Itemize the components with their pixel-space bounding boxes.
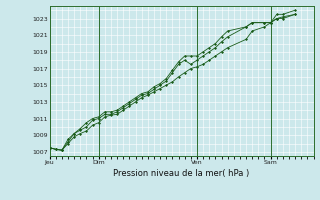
X-axis label: Pression niveau de la mer( hPa ): Pression niveau de la mer( hPa ) bbox=[114, 169, 250, 178]
